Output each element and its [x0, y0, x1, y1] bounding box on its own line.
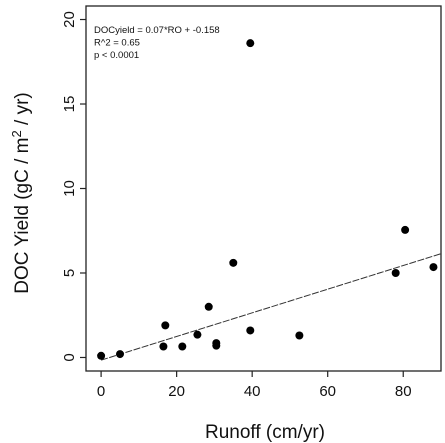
y-axis-label: DOC Yield (gC / m2 / yr) [9, 92, 33, 294]
x-axis-label: Runoff (cm/yr) [205, 422, 325, 443]
data-point [295, 331, 304, 340]
y-tick-label: 10 [61, 180, 78, 197]
x-tick-label: 80 [395, 383, 412, 400]
data-point [204, 302, 213, 311]
x-tick-label: 40 [244, 383, 261, 400]
y-axis-label-main: DOC Yield (gC / m [12, 137, 33, 293]
annotation-line: p < 0.0001 [94, 50, 139, 61]
data-point [178, 342, 187, 351]
y-tick-label: 0 [61, 353, 78, 361]
regression-line [100, 253, 442, 361]
y-tick-label: 20 [61, 11, 78, 28]
x-tick-label: 20 [168, 383, 185, 400]
data-point [97, 351, 106, 360]
x-tick-label: 0 [97, 383, 105, 400]
data-point [391, 268, 400, 277]
x-tick-label: 60 [319, 383, 336, 400]
data-point [229, 258, 238, 267]
fit-line-group [100, 253, 442, 361]
data-points [97, 39, 438, 360]
y-axis-label-superscript: 2 [9, 130, 24, 137]
annotation-line: R^2 = 0.65 [94, 38, 140, 49]
x-axis: 0 20 40 60 80 [97, 371, 412, 400]
data-point [161, 321, 170, 330]
data-point [246, 326, 255, 335]
y-tick-label: 5 [61, 269, 78, 277]
data-point [246, 39, 255, 48]
y-axis-label-tail: / yr) [12, 92, 33, 130]
data-point [159, 342, 168, 351]
plot-frame [85, 5, 442, 372]
data-point [429, 263, 438, 272]
regression-annotations: DOCyield = 0.07*RO + -0.158 R^2 = 0.65p <… [94, 25, 220, 61]
data-point [401, 225, 410, 234]
data-point [115, 350, 124, 359]
y-tick-label: 15 [61, 96, 78, 113]
data-point [193, 330, 202, 339]
y-axis: 0 5 10 15 20 [61, 11, 86, 362]
annotation-line: DOCyield = 0.07*RO + -0.158 [94, 25, 220, 36]
data-point [212, 339, 221, 348]
